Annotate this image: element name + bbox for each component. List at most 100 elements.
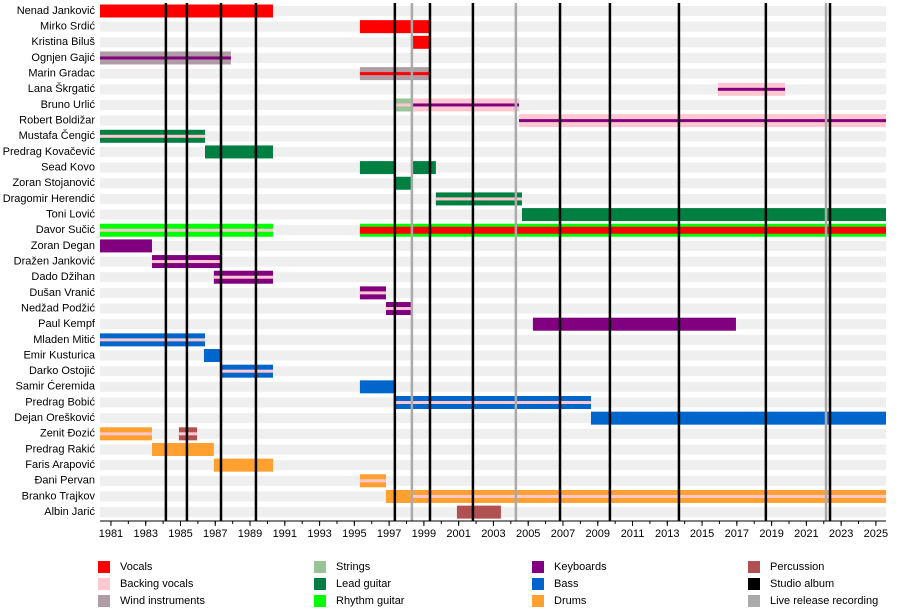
row-band [100,240,886,251]
x-tick-label: 2007 [551,528,575,540]
row-band [100,21,886,32]
legend-swatch [314,578,326,590]
x-tick-label: 1997 [377,528,401,540]
member-name: Faris Arapović [25,459,95,471]
member-name: Bruno Urlić [41,99,96,111]
row-band [100,68,886,79]
legend-swatch [98,595,110,607]
x-tick-label: 1983 [133,528,157,540]
membership-bar [359,161,395,175]
row-band [100,256,886,267]
member-name: Mirko Srdić [40,21,96,33]
x-tick-label: 1981 [99,528,123,540]
row-band [100,444,886,455]
legend-swatch [314,595,326,607]
membership-bar [590,411,886,425]
legend-swatch [532,595,544,607]
member-name: Paul Kempf [38,318,96,330]
legend-swatch [748,595,760,607]
row-band [100,131,886,142]
membership-bar [385,489,412,503]
secondary-role-stripe [394,103,412,107]
member-name: Dejan Orešković [14,412,95,424]
row-band [100,52,886,63]
secondary-role-stripe [435,197,522,201]
legend-label: Bass [554,578,579,590]
legend-swatch [532,578,544,590]
secondary-role-stripe [411,103,519,107]
row-band [100,334,886,345]
legend-label: Backing vocals [120,578,194,590]
x-tick-label: 2023 [829,528,853,540]
member-name: Albin Jarić [44,506,95,518]
member-name: Dado Džihan [31,271,95,283]
secondary-role-stripe [394,401,591,404]
row-band [100,162,886,173]
secondary-role-stripe [100,338,206,342]
legend-label: Wind instruments [120,595,205,607]
secondary-role-stripe [221,369,273,373]
legend-label: Lead guitar [336,578,391,590]
member-name: Emir Kusturica [23,349,95,361]
membership-bar [151,442,214,456]
x-tick-label: 2013 [655,528,679,540]
member-name: Mladen Mitić [33,334,95,346]
legend-swatch [748,578,760,590]
x-tick-label: 2011 [621,528,645,540]
member-name: Nenad Janković [17,5,96,17]
row-band [100,319,886,330]
row-band [100,475,886,486]
member-name: Davor Sučić [36,224,96,236]
row-band [100,115,886,126]
row-band [100,381,886,392]
secondary-role-stripe [717,87,785,91]
legend-label: Live release recording [770,595,878,607]
x-tick-label: 2005 [516,528,540,540]
member-name: Zenit Đozić [40,428,96,440]
row-band [100,84,886,95]
member-name: Lana Škrgatić [28,82,96,95]
membership-bar [521,208,886,222]
legend-label: Strings [336,561,371,573]
x-tick-label: 1993 [307,528,331,540]
row-band [100,350,886,361]
legend-label: Studio album [770,578,834,590]
legend-swatch [748,561,760,573]
legend-label: Vocals [120,561,153,573]
legend-label: Keyboards [554,561,607,573]
x-tick-label: 1987 [203,528,227,540]
x-tick-label: 2001 [446,528,470,540]
row-band [100,272,886,283]
row-band [100,413,886,424]
x-tick-label: 2003 [481,528,505,540]
membership-bar [359,380,395,394]
row-band [100,178,886,189]
x-tick-label: 2025 [864,528,888,540]
member-name: Samir Ćeremida [16,380,96,393]
x-tick-label: 1999 [412,528,436,540]
row-band [100,209,886,220]
secondary-role-stripe [100,134,206,138]
membership-bar [100,239,152,253]
member-name: Predrag Rakić [25,443,95,455]
secondary-role-stripe [359,479,386,483]
member-name: Dragomir Herendić [3,193,96,205]
x-tick-label: 2017 [725,528,749,540]
row-band [100,460,886,471]
secondary-role-stripe [100,432,152,436]
membership-bar [532,317,736,331]
membership-bar [411,35,430,49]
membership-bar [456,505,501,519]
member-name: Ognjen Gajić [31,52,95,64]
x-tick-label: 1989 [238,528,262,540]
membership-bar [203,349,222,363]
member-name: Marin Gradac [28,68,95,80]
row-band [100,146,886,157]
x-tick-label: 2021 [794,528,818,540]
x-tick-label: 1995 [342,528,366,540]
member-name: Mustafa Čengić [19,129,96,142]
row-band [100,287,886,298]
legend-swatch [532,561,544,573]
x-tick-label: 1991 [273,528,297,540]
